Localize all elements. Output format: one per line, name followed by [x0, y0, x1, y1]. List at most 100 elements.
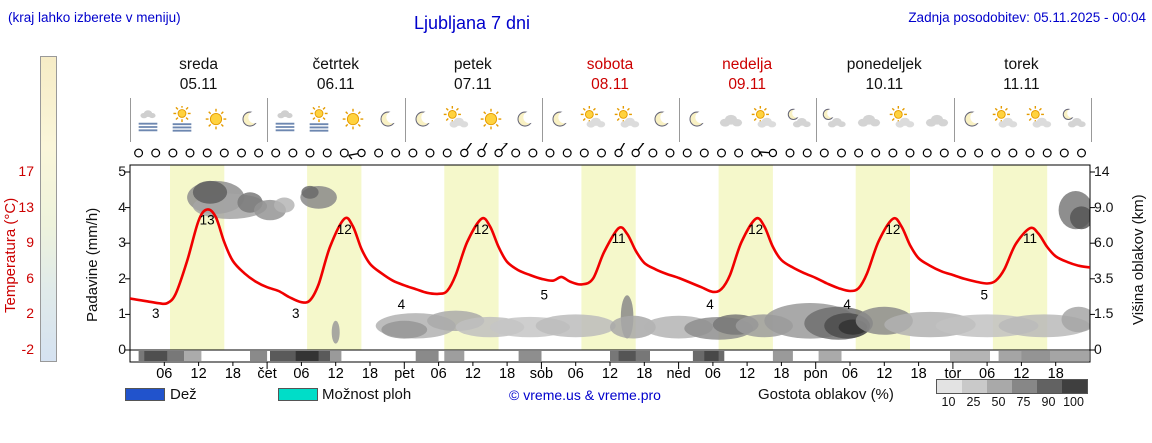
- cloud-tick: 9.0: [1094, 199, 1114, 215]
- rain-legend-label: Dež: [170, 386, 197, 403]
- last-updated: Zadnja posodobitev: 05.11.2025 - 00:04: [908, 10, 1146, 25]
- svg-text:12: 12: [328, 366, 344, 382]
- cloud-tick: 3.5: [1094, 270, 1114, 286]
- day-icons: [817, 98, 955, 142]
- svg-text:18: 18: [499, 366, 515, 382]
- precip-tick: 5: [118, 163, 126, 179]
- svg-text:5: 5: [541, 287, 549, 302]
- precip-tick: 3: [118, 234, 126, 250]
- fog-sun-icon: [167, 104, 197, 134]
- day-icons: [543, 98, 681, 142]
- cloud-tick: 6.0: [1094, 234, 1114, 250]
- svg-text:12: 12: [739, 366, 755, 382]
- copyright-link[interactable]: © vreme.us & vreme.pro: [509, 387, 661, 403]
- sun-cloud-icon: [442, 105, 472, 134]
- svg-text:5: 5: [981, 287, 989, 302]
- cloud-density-swatch: [987, 380, 1012, 393]
- svg-text:12: 12: [602, 366, 618, 382]
- day-icons: [406, 98, 543, 142]
- svg-text:18: 18: [636, 366, 652, 382]
- showers-legend-label: Možnost ploh: [322, 386, 412, 403]
- fog-sun-icon: [304, 104, 334, 134]
- sun-icon: [338, 106, 368, 134]
- location-hint: (kraj lahko izberete v meniju): [8, 10, 181, 25]
- cloud-tick: 14: [1094, 163, 1110, 179]
- cloud-density-swatch: [1037, 380, 1062, 393]
- svg-text:18: 18: [362, 366, 378, 382]
- moon-cloud-icon: [819, 106, 849, 134]
- moon-icon: [408, 106, 438, 134]
- temp-tick: 17: [18, 163, 34, 179]
- svg-text:pet: pet: [394, 366, 414, 382]
- temperature-colorbar: [40, 56, 57, 362]
- day-icons: [955, 98, 1091, 142]
- svg-text:11: 11: [612, 231, 626, 246]
- page-title: Ljubljana 7 dni: [413, 13, 531, 33]
- moon-icon: [373, 106, 403, 134]
- cloud-tick: 1.5: [1094, 305, 1114, 321]
- moon-icon: [682, 106, 712, 134]
- svg-text:06: 06: [568, 366, 584, 382]
- svg-text:3: 3: [152, 306, 160, 321]
- day-header: četrtek 06.11: [312, 56, 359, 93]
- temp-tick: 6: [26, 270, 34, 286]
- moon-icon: [510, 106, 540, 134]
- svg-text:tor: tor: [944, 366, 961, 382]
- cloud-density-swatch: [937, 380, 962, 393]
- meteogram-chart: 13 12 12 11 12 12 11 3 3 4 5 4 4 5 06 12 18 čet 06 12 18 pet 0…: [125, 143, 1095, 382]
- cloud-density-swatch: [962, 380, 987, 393]
- svg-text:06: 06: [705, 366, 721, 382]
- fog-icon: [133, 106, 163, 134]
- svg-text:pon: pon: [804, 366, 828, 382]
- svg-text:06: 06: [842, 366, 858, 382]
- svg-text:12: 12: [748, 222, 763, 237]
- weather-icons-row: [130, 98, 1092, 142]
- svg-text:4: 4: [843, 297, 851, 312]
- cloud-tick: 0: [1094, 341, 1102, 357]
- svg-text:12: 12: [465, 366, 481, 382]
- svg-text:18: 18: [773, 366, 789, 382]
- svg-text:3: 3: [292, 306, 300, 321]
- day-icons: [131, 98, 269, 142]
- day-header: ponedeljek 10.11: [846, 56, 922, 93]
- day-header: nedelja 09.11: [722, 56, 773, 93]
- svg-text:13: 13: [200, 213, 215, 228]
- day-icons: [268, 98, 406, 142]
- svg-text:sob: sob: [530, 366, 553, 382]
- sun-cloud-icon: [1025, 105, 1055, 134]
- temp-tick: 2: [26, 305, 34, 321]
- sun-cloud-icon: [991, 105, 1021, 134]
- svg-text:12: 12: [474, 222, 489, 237]
- moon-cloud-icon: [1059, 106, 1089, 134]
- day-icons: [680, 98, 818, 142]
- svg-text:06: 06: [979, 366, 995, 382]
- moon-icon: [545, 106, 575, 134]
- svg-text:4: 4: [398, 297, 406, 312]
- cloud-icon: [716, 106, 746, 134]
- svg-text:12: 12: [191, 366, 207, 382]
- temp-tick: -2: [21, 341, 34, 357]
- temp-tick: 9: [26, 234, 34, 250]
- svg-text:12: 12: [1013, 366, 1029, 382]
- fog-icon: [270, 106, 300, 134]
- svg-text:06: 06: [156, 366, 172, 382]
- precip-tick: 2: [118, 270, 126, 286]
- sun-icon: [476, 106, 506, 134]
- svg-text:06: 06: [431, 366, 447, 382]
- rain-legend-swatch: [125, 388, 165, 401]
- svg-text:06: 06: [293, 366, 309, 382]
- svg-text:12: 12: [885, 222, 900, 237]
- moon-icon: [235, 106, 265, 134]
- sun-cloud-icon: [750, 105, 780, 134]
- day-header: torek 11.11: [1003, 56, 1040, 93]
- moon-icon: [957, 106, 987, 134]
- day-header-row: sreda 05.11 četrtek 06.11 petek 07.11 sobot…: [130, 55, 1090, 97]
- svg-text:11: 11: [1023, 231, 1037, 246]
- svg-text:18: 18: [225, 366, 241, 382]
- temp-tick: 13: [18, 199, 34, 215]
- cloud-density-legend-label: Gostota oblakov (%): [758, 386, 894, 403]
- cloud-density-swatch: [1012, 380, 1037, 393]
- svg-text:4: 4: [706, 297, 714, 312]
- sun-cloud-icon: [613, 105, 643, 134]
